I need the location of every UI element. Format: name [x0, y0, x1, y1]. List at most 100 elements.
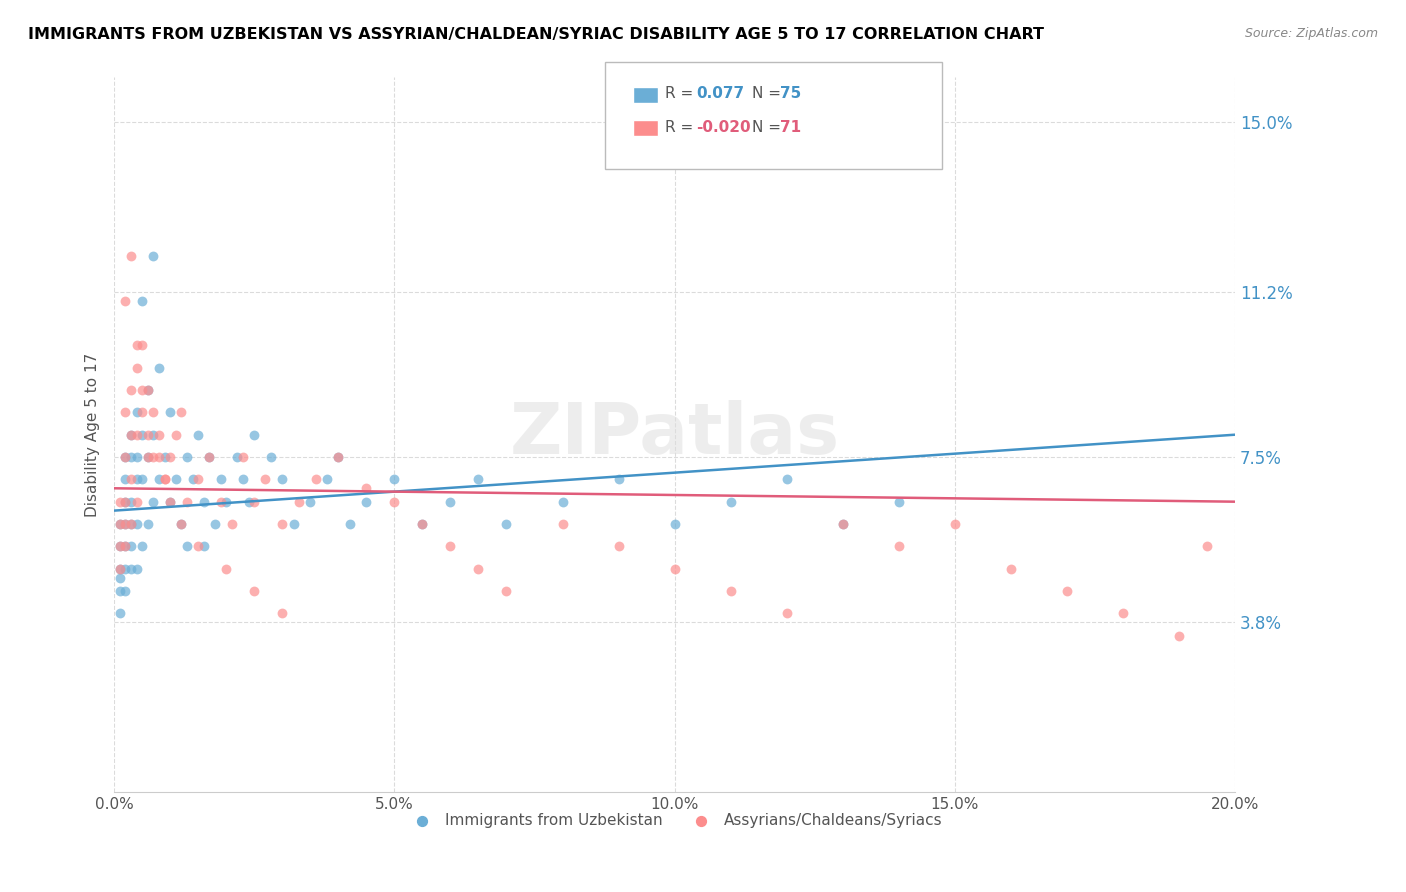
Point — [411, 516, 433, 531]
Y-axis label: Disability Age 5 to 17: Disability Age 5 to 17 — [86, 352, 100, 516]
Point — [831, 516, 853, 531]
Point — [136, 450, 159, 464]
Point — [136, 450, 159, 464]
Point — [467, 472, 489, 486]
Point — [232, 450, 254, 464]
Point — [943, 516, 966, 531]
Point — [305, 472, 328, 486]
Point — [120, 427, 142, 442]
Point — [120, 383, 142, 397]
Point — [328, 450, 350, 464]
Point — [226, 450, 249, 464]
Text: R =: R = — [665, 87, 699, 101]
Point — [148, 360, 170, 375]
Point — [209, 472, 232, 486]
Point — [114, 516, 136, 531]
Point — [664, 516, 686, 531]
Point — [114, 494, 136, 508]
Point — [153, 472, 176, 486]
Point — [136, 383, 159, 397]
Point — [439, 539, 461, 553]
Point — [467, 562, 489, 576]
Point — [120, 450, 142, 464]
Point — [120, 494, 142, 508]
Point — [131, 383, 153, 397]
Point — [108, 494, 131, 508]
Point — [193, 494, 215, 508]
Point — [831, 516, 853, 531]
Point — [775, 472, 797, 486]
Point — [114, 584, 136, 599]
Point — [142, 405, 165, 419]
Point — [495, 516, 517, 531]
Point — [221, 516, 243, 531]
Point — [114, 450, 136, 464]
Point — [187, 472, 209, 486]
Text: 75: 75 — [780, 87, 801, 101]
Point — [283, 516, 305, 531]
Point — [142, 249, 165, 263]
Point — [159, 405, 181, 419]
Point — [148, 427, 170, 442]
Point — [170, 516, 193, 531]
Point — [108, 516, 131, 531]
Point — [114, 539, 136, 553]
Point — [108, 516, 131, 531]
Point — [120, 562, 142, 576]
Point — [495, 584, 517, 599]
Point — [114, 293, 136, 308]
Point — [108, 607, 131, 621]
Point — [165, 472, 187, 486]
Point — [607, 472, 630, 486]
Point — [125, 562, 148, 576]
Point — [215, 562, 238, 576]
Point — [887, 539, 910, 553]
Point — [153, 472, 176, 486]
Point — [125, 427, 148, 442]
Point — [187, 427, 209, 442]
Point — [316, 472, 339, 486]
Point — [215, 494, 238, 508]
Point — [439, 494, 461, 508]
Point — [108, 571, 131, 585]
Point — [114, 562, 136, 576]
Point — [271, 516, 294, 531]
Point — [131, 539, 153, 553]
Point — [238, 494, 260, 508]
Point — [148, 472, 170, 486]
Point — [328, 450, 350, 464]
Point — [120, 516, 142, 531]
Point — [120, 249, 142, 263]
Point — [125, 516, 148, 531]
Point — [176, 494, 198, 508]
Point — [181, 472, 204, 486]
Point — [356, 494, 378, 508]
Point — [120, 427, 142, 442]
Point — [607, 539, 630, 553]
Point — [193, 539, 215, 553]
Point — [198, 450, 221, 464]
Point — [114, 494, 136, 508]
Point — [271, 607, 294, 621]
Point — [170, 405, 193, 419]
Point — [153, 450, 176, 464]
Point — [1056, 584, 1078, 599]
Point — [299, 494, 322, 508]
Point — [1112, 607, 1135, 621]
Point — [142, 427, 165, 442]
Point — [243, 584, 266, 599]
Point — [136, 383, 159, 397]
Point — [120, 539, 142, 553]
Point — [243, 494, 266, 508]
Point — [159, 494, 181, 508]
Point — [187, 539, 209, 553]
Point — [170, 516, 193, 531]
Point — [136, 427, 159, 442]
Point — [114, 516, 136, 531]
Point — [108, 562, 131, 576]
Text: 71: 71 — [780, 120, 801, 135]
Point — [131, 405, 153, 419]
Point — [125, 472, 148, 486]
Point — [114, 405, 136, 419]
Point — [120, 516, 142, 531]
